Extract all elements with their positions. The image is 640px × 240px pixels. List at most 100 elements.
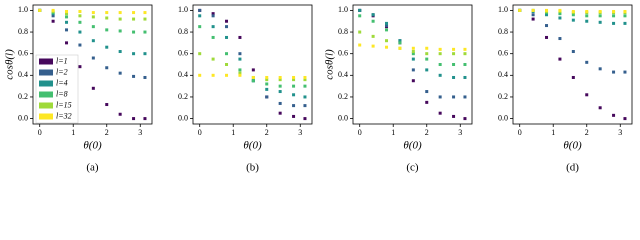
data-point — [198, 73, 202, 77]
plot-frame — [512, 4, 633, 125]
y-tick-label: 0.6 — [338, 49, 348, 58]
data-point — [118, 17, 122, 21]
data-point — [91, 86, 95, 90]
caption: (c) — [406, 162, 419, 174]
data-point — [612, 9, 616, 13]
data-point — [211, 35, 215, 39]
data-point — [425, 90, 429, 94]
data-point — [385, 24, 389, 28]
data-point — [571, 18, 575, 22]
data-point — [225, 63, 229, 66]
data-point — [585, 14, 589, 18]
data-point — [91, 15, 95, 19]
data-point — [371, 44, 375, 48]
x-tick-label: 0 — [38, 128, 42, 137]
data-point — [132, 117, 136, 121]
y-tick-label: 0.8 — [338, 27, 348, 36]
data-point — [585, 9, 589, 13]
data-point — [398, 46, 402, 50]
data-point — [78, 14, 82, 18]
x-axis-label: θ(0) — [243, 140, 262, 152]
data-point — [132, 17, 136, 21]
data-point — [623, 9, 627, 13]
data-point — [238, 35, 242, 39]
data-point — [463, 95, 467, 99]
x-tick-label: 0 — [518, 128, 522, 137]
y-tick-label: 0.6 — [498, 49, 508, 58]
data-point — [292, 93, 296, 97]
data-point — [545, 8, 549, 12]
data-point — [425, 68, 429, 72]
data-point — [571, 13, 575, 17]
y-tick-label: 0.4 — [498, 70, 508, 79]
x-axis-label: θ(0) — [403, 140, 422, 152]
x-tick-label: 1 — [551, 128, 555, 137]
data-point — [425, 100, 429, 104]
data-point — [265, 75, 269, 79]
y-tick-label: 0.4 — [178, 70, 188, 79]
data-point — [225, 35, 229, 39]
data-point — [463, 75, 467, 79]
x-axis-label: θ(0) — [563, 140, 582, 152]
y-tick-label: 0.8 — [18, 27, 28, 36]
legend-label: l=15 — [56, 100, 72, 109]
data-point — [463, 47, 467, 51]
data-point — [411, 68, 415, 72]
data-point — [598, 20, 602, 24]
data-point — [411, 79, 415, 83]
data-point — [225, 73, 229, 77]
data-point — [292, 114, 296, 118]
data-point — [385, 39, 389, 43]
data-point — [612, 70, 616, 74]
data-point — [303, 84, 307, 88]
plot-frame — [32, 4, 153, 125]
data-point — [558, 37, 562, 41]
data-point — [198, 8, 202, 12]
data-point — [278, 75, 282, 79]
data-point — [105, 45, 109, 49]
data-point — [238, 68, 242, 72]
data-point — [452, 95, 456, 99]
data-point — [585, 93, 589, 97]
legend-swatch — [39, 58, 53, 65]
legend-label: l=4 — [56, 78, 68, 87]
data-point — [545, 24, 549, 28]
data-point — [558, 12, 562, 16]
x-tick-label: 0 — [358, 128, 362, 137]
x-tick-label: 1 — [231, 128, 235, 137]
data-point — [105, 28, 109, 32]
data-point — [545, 35, 549, 39]
data-point — [598, 67, 602, 71]
data-point — [105, 16, 109, 20]
data-point — [211, 25, 215, 29]
data-point — [51, 8, 55, 12]
data-point — [65, 9, 69, 13]
data-point — [91, 25, 95, 29]
data-point — [78, 9, 82, 13]
legend-swatch — [39, 80, 53, 87]
data-point — [292, 84, 296, 88]
data-point — [143, 117, 147, 121]
legend-box — [35, 54, 79, 124]
y-tick-label: 0.4 — [18, 70, 28, 79]
data-point — [51, 14, 55, 18]
y-tick-label: 1.0 — [18, 5, 28, 14]
data-point — [358, 30, 362, 34]
data-point — [143, 30, 147, 34]
data-point — [265, 78, 269, 82]
data-point — [132, 52, 136, 56]
caption: (a) — [86, 162, 99, 174]
data-point — [211, 12, 215, 16]
data-point — [411, 52, 415, 56]
data-point — [623, 21, 627, 25]
figure: 0.0 0.2 0.4 0.6 0.8 1.0 0 1 2 3 θ(0) cosθ(l) (a) l=1 l… — [4, 4, 633, 174]
y-axis-label: cosθ(l) — [324, 49, 336, 80]
data-point — [211, 14, 215, 18]
data-point — [558, 57, 562, 61]
data-point — [225, 19, 229, 23]
data-point — [398, 41, 402, 45]
data-point — [585, 19, 589, 23]
data-point — [303, 117, 307, 121]
data-point — [438, 95, 442, 99]
data-point — [118, 112, 122, 116]
